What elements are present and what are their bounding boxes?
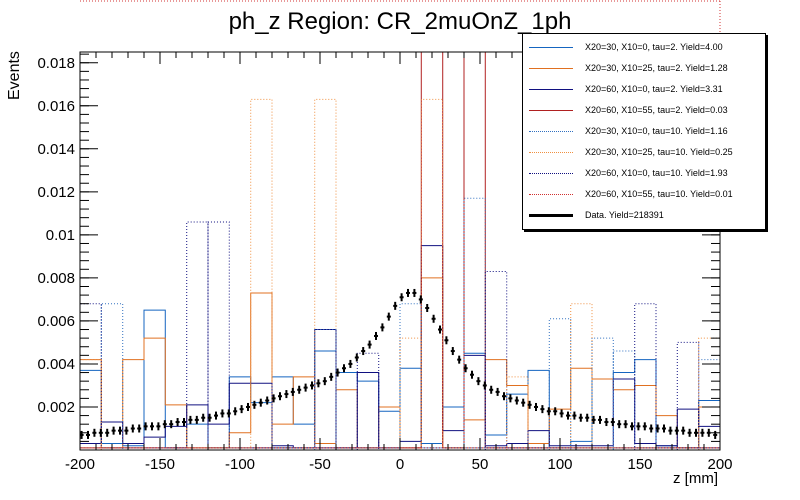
- extra-dotted-bin-1-1: [356, 352, 380, 450]
- x-tick-label-8: 200: [707, 456, 732, 473]
- y-tick-label-7: 0.016: [37, 98, 75, 115]
- extra-dotted-bin-1-0: [207, 221, 230, 450]
- extra-dotted-bin-1-2: [484, 270, 508, 450]
- legend-item-series-0: X20=30, X10=0, tau=2. Yield=4.00: [529, 37, 765, 57]
- legend-label-data: Data. Yield=218391: [585, 210, 664, 220]
- series-7-hist: [80, 447, 720, 450]
- extra-dotted-bin-2-0: [80, 359, 102, 450]
- y-tick-label-6: 0.014: [37, 141, 75, 158]
- y-tick-label-4: 0.01: [46, 227, 75, 244]
- extra-dotted-bin-0-3: [548, 318, 572, 450]
- y-tick-label-3: 0.008: [37, 270, 75, 287]
- legend-swatch-1: [529, 67, 573, 69]
- extra-dotted-bin-1-3: [634, 303, 657, 450]
- x-tick-label-3: -50: [309, 456, 331, 473]
- legend-swatch-data: [529, 213, 573, 217]
- plot-area: [80, 52, 720, 450]
- legend-swatch-0: [529, 46, 573, 48]
- legend-label-2: X20=60, X10=0, tau=2. Yield=3.31: [585, 84, 723, 94]
- extra-dotted-bin-2-3: [570, 303, 593, 450]
- legend-item-series-3: X20=60, X10=55, tau=2. Yield=0.03: [529, 100, 765, 120]
- y-tick-label-1: 0.004: [37, 356, 75, 373]
- x-axis-label: z [mm]: [673, 470, 718, 487]
- legend-swatch-5: [529, 151, 573, 153]
- extra-dotted-bin-0-2: [463, 197, 486, 450]
- extra-dotted-bin-0-4: [591, 337, 614, 450]
- legend-label-5: X20=30, X10=25, tau=10. Yield=0.25: [585, 147, 733, 157]
- x-tick-label-1: -150: [145, 456, 175, 473]
- x-tick-label-4: 0: [396, 456, 404, 473]
- extra-dotted-bin-0-0: [100, 303, 124, 450]
- legend-label-7: X20=60, X10=55, tau=10. Yield=0.01: [585, 189, 733, 199]
- y-tick-label-8: 0.018: [37, 55, 75, 72]
- legend-item-series-5: X20=30, X10=25, tau=10. Yield=0.25: [529, 142, 765, 162]
- legend-item-series-2: X20=60, X10=0, tau=2. Yield=3.31: [529, 79, 765, 99]
- x-tick-label-5: 50: [472, 456, 489, 473]
- legend: X20=30, X10=0, tau=2. Yield=4.00 X20=30,…: [522, 33, 766, 230]
- extra-dotted-bin-0-5: [612, 350, 636, 450]
- legend-swatch-7: [529, 193, 573, 195]
- legend-item-data: Data. Yield=218391: [529, 205, 765, 225]
- extra-dotted-bin-0-1: [314, 329, 337, 450]
- x-tick-label-6: 100: [547, 456, 572, 473]
- extra-dotted-bin-2-1: [399, 337, 422, 450]
- legend-label-1: X20=30, X10=25, tau=2. Yield=1.28: [585, 63, 728, 73]
- legend-item-series-1: X20=30, X10=25, tau=2. Yield=1.28: [529, 58, 765, 78]
- legend-label-6: X20=60, X10=0, tau=10. Yield=1.93: [585, 168, 728, 178]
- legend-swatch-3: [529, 109, 573, 111]
- y-tick-label-2: 0.006: [37, 313, 75, 330]
- legend-item-series-7: X20=60, X10=55, tau=10. Yield=0.01: [529, 184, 765, 204]
- x-tick-label-0: -200: [65, 456, 95, 473]
- legend-item-series-6: X20=60, X10=0, tau=10. Yield=1.93: [529, 163, 765, 183]
- y-tick-label-5: 0.012: [37, 184, 75, 201]
- legend-swatch-2: [529, 88, 573, 90]
- chart-title: ph_z Region: CR_2muOnZ_1ph: [228, 8, 572, 35]
- legend-swatch-4: [529, 130, 573, 132]
- legend-swatch-6: [529, 172, 573, 174]
- legend-label-0: X20=30, X10=0, tau=2. Yield=4.00: [585, 42, 723, 52]
- x-tick-label-7: 150: [627, 456, 652, 473]
- legend-label-3: X20=60, X10=55, tau=2. Yield=0.03: [585, 105, 728, 115]
- series-6-hist: [80, 221, 720, 450]
- legend-label-4: X20=30, X10=0, tau=10. Yield=1.16: [585, 126, 728, 136]
- y-tick-label-0: 0.002: [37, 399, 75, 416]
- x-tick-label-2: -100: [225, 456, 255, 473]
- extra-dotted-bin-2-2: [506, 376, 529, 450]
- legend-item-series-4: X20=30, X10=0, tau=10. Yield=1.16: [529, 121, 765, 141]
